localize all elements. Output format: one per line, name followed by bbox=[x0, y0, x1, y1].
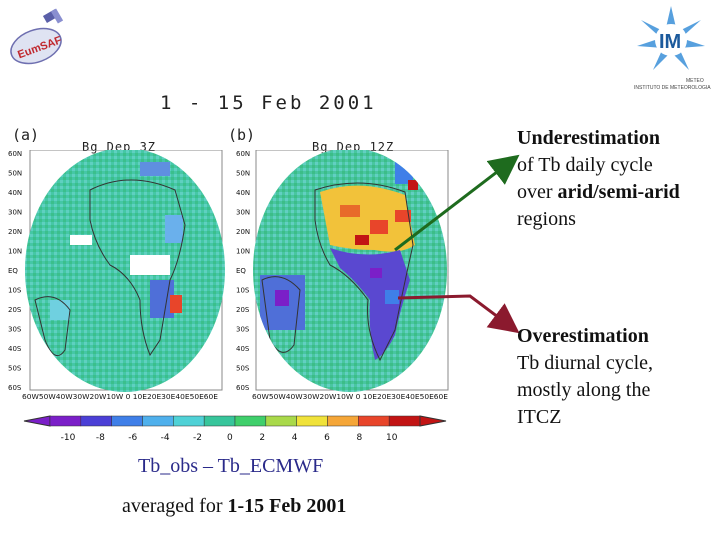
lat-label: 20S bbox=[236, 306, 250, 314]
lat-label: 20N bbox=[236, 228, 250, 236]
colorbar-tick: -8 bbox=[96, 433, 105, 443]
arrow-over bbox=[397, 294, 520, 334]
lat-label: 50N bbox=[8, 170, 22, 178]
lat-label: 20N bbox=[8, 228, 22, 236]
colorbar: -10 -8 -6 -4 -2 0 2 4 6 8 10 bbox=[23, 415, 447, 443]
colorbar-tick: 6 bbox=[324, 433, 330, 443]
lat-label: 10S bbox=[236, 287, 250, 295]
lat-label: 60N bbox=[8, 150, 22, 158]
lat-label: 40N bbox=[236, 189, 250, 197]
lat-label: 50S bbox=[236, 365, 250, 373]
lat-labels-b: 60N 50N 40N 30N 20N 10N EQ 10S 20S 30S 40S 50S 60S bbox=[236, 150, 250, 392]
lat-label: 30S bbox=[8, 326, 22, 334]
im-logo: IM METEO INSTITUTO DE METEOROLOGIA bbox=[634, 6, 711, 91]
lat-label: 10S bbox=[8, 287, 22, 295]
lat-label: 60S bbox=[236, 384, 250, 392]
lat-label: 50S bbox=[8, 365, 22, 373]
lat-label: 60S bbox=[8, 384, 22, 392]
map-a bbox=[25, 150, 225, 392]
svg-text:INSTITUTO DE METEOROLOGIA: INSTITUTO DE METEOROLOGIA bbox=[634, 85, 711, 91]
lat-label: 10N bbox=[236, 248, 250, 256]
arrow-under bbox=[394, 154, 520, 252]
lon-labels-b: 60W50W40W30W20W10W 0 10E20E30E40E50E60E bbox=[252, 393, 448, 401]
lat-label: 10N bbox=[8, 248, 22, 256]
colorbar-tick: -4 bbox=[161, 433, 170, 443]
colorbar-tick: 2 bbox=[259, 433, 265, 443]
lat-label: 60N bbox=[236, 150, 250, 158]
lat-label: 40S bbox=[8, 345, 22, 353]
lat-label: EQ bbox=[236, 267, 246, 275]
lon-labels-a: 60W50W40W30W20W10W 0 10E20E30E40E50E60E bbox=[22, 393, 218, 401]
lat-label: 30S bbox=[236, 326, 250, 334]
colorbar-tick: 10 bbox=[386, 433, 398, 443]
annotation-underestimation: Underestimation of Tb daily cycle over a… bbox=[517, 127, 680, 230]
colorbar-tick: 4 bbox=[292, 433, 298, 443]
satellite-logo: EumSAF bbox=[10, 8, 64, 65]
maps: 60N 50N 40N 30N 20N 10N EQ 10S 20S 30S 40S 50S 60S 6… bbox=[8, 150, 449, 401]
annotation-overestimation: Overestimation Tb diurnal cycle, mostly … bbox=[517, 325, 654, 428]
lat-labels-a: 60N 50N 40N 30N 20N 10N EQ 10S 20S 30S 40S 50S 60S bbox=[8, 150, 22, 392]
lat-label: EQ bbox=[8, 267, 18, 275]
colorbar-tick: -2 bbox=[193, 433, 202, 443]
date-title: 1 - 15 Feb 2001 bbox=[160, 92, 377, 114]
panel-b-label: (b) bbox=[228, 126, 256, 144]
formula: Tb_obs – Tb_ECMWF bbox=[138, 455, 324, 477]
right-logo-text: IM bbox=[659, 31, 681, 53]
colorbar-tick: -6 bbox=[128, 433, 137, 443]
colorbar-right-arrow bbox=[419, 415, 447, 427]
panel-a-label: (a) bbox=[12, 126, 40, 144]
lat-label: 50N bbox=[236, 170, 250, 178]
lat-label: 20S bbox=[8, 306, 22, 314]
lat-label: 30N bbox=[236, 209, 250, 217]
colorbar-tick: 8 bbox=[357, 433, 363, 443]
lat-label: 40N bbox=[8, 189, 22, 197]
lat-label: 40S bbox=[236, 345, 250, 353]
colorbar-tick: -10 bbox=[61, 433, 76, 443]
map-b bbox=[253, 150, 447, 392]
colorbar-tick: 0 bbox=[227, 433, 233, 443]
lat-label: 30N bbox=[8, 209, 22, 217]
averaged-caption: averaged for 1-15 Feb 2001 bbox=[122, 495, 347, 517]
svg-text:METEO: METEO bbox=[686, 78, 704, 84]
